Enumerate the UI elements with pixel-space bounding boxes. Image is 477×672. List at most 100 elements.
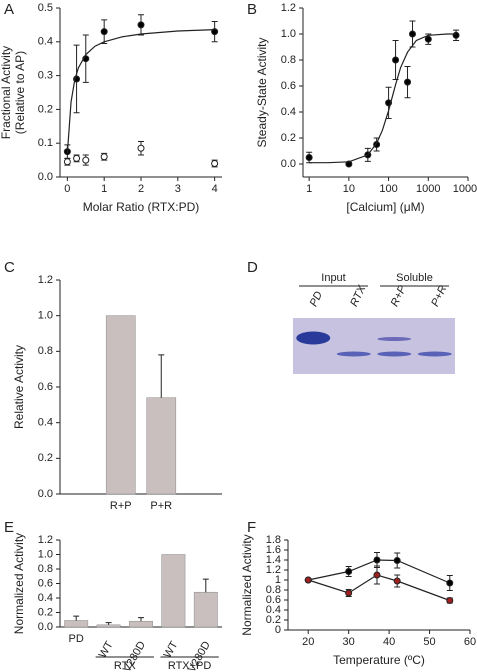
y-tick-label: 0.4 [38,417,53,429]
x-tick-label: 2 [138,183,144,195]
y-tick-label: 1.2 [266,564,281,576]
y-tick-label: 1.2 [38,274,53,286]
x-axis-label: Molar Ratio (RTX:PD) [83,200,199,214]
gel-group-label: Soluble [396,272,433,284]
y-tick-label: 0.1 [38,137,53,149]
y-tick-label: 0.4 [38,36,53,48]
line [308,559,451,584]
x-tick-label: 50 [423,636,435,648]
point [137,144,145,152]
gel-band [417,351,452,357]
point [452,31,460,39]
x-tick-label: 0 [64,183,70,195]
point [345,568,353,575]
gel-band [377,337,412,341]
gel-band [377,351,412,357]
y-tick-label: 0.8 [266,584,281,596]
point [373,556,381,564]
bar [129,620,153,628]
group-label: RTX [114,660,136,672]
x-tick-label: 10 [343,183,355,195]
line [66,29,215,154]
y-tick-label: 1.8 [266,534,281,546]
y-axis-label: Normalized Activity [12,533,26,634]
panel-label: E [4,519,14,536]
gel-image [293,318,455,374]
lane-label: R+P [389,283,409,308]
gel [293,318,455,374]
point [393,577,401,585]
x-tick-label: 1000 [416,183,440,195]
y-tick-label: 0.6 [266,594,281,606]
y-tick-label: 0.4 [281,106,296,118]
point [100,153,108,161]
y-tick-label: 1.4 [266,554,281,566]
x-tick-label: R+P [110,500,132,512]
group-label: RTX+PD [168,660,212,672]
y-tick-label: 0.0 [38,621,53,633]
y-tick-label: 1.0 [281,28,296,40]
bar [146,397,177,495]
line [309,33,457,164]
bar [64,620,89,628]
panel-label: D [247,259,258,276]
gel-band [296,331,331,345]
panel-label: A [4,1,14,18]
lane-label: RTX [348,283,368,308]
y-axis-label: Steady-State Activity [255,37,269,147]
point [305,154,313,161]
x-tick-label: 1 [306,183,312,195]
y-tick-label: 0.8 [38,345,53,357]
y-tick-label: 1.2 [38,534,53,546]
y-tick-label: 1.0 [38,310,53,322]
bar [96,624,121,628]
x-tick-label: 60 [464,636,476,648]
y-tick-label: 1.0 [38,548,53,560]
point [137,21,145,29]
y-tick-label: 0.8 [281,54,296,66]
point [82,156,90,164]
y-axis-label: Relative Activity [12,345,26,429]
x-tick-label: 40 [383,636,395,648]
y-tick-label: 0.0 [38,488,53,500]
y-tick-label: 0.8 [38,563,53,575]
x-tick-label: 10000 [453,183,477,195]
point [304,576,312,584]
y-tick-label: 0.2 [266,614,281,626]
point [392,56,400,64]
x-tick-label: PD [69,633,84,645]
point [63,158,71,166]
x-tick-label: 1 [101,183,107,195]
x-tick-label: 100 [379,183,397,195]
y-tick-label: 0.3 [38,70,53,82]
y-tick-label: 0.2 [38,606,53,618]
y-tick-label: 0.4 [38,592,53,604]
gel-band [336,351,371,357]
error-bar [73,615,80,621]
lane-label: PD [308,290,325,309]
y-tick-label: 0.5 [38,2,53,14]
error-bar [105,622,112,625]
bar [105,315,136,495]
point [345,160,353,168]
x-axis-label: [Calcium] (μM) [346,200,424,214]
y-tick-label: 0.4 [266,604,281,616]
x-axis-label: Temperature (ºC) [333,653,425,667]
point [73,154,81,162]
y-tick-label: 0.2 [38,452,53,464]
x-tick-label: 20 [302,636,314,648]
y-tick-label: 0.2 [38,103,53,115]
error-bar [202,578,209,593]
point [446,579,454,587]
bar [161,554,186,628]
y-tick-label: 1.6 [266,544,281,556]
error-bar [138,617,144,622]
panel-label: C [4,259,15,276]
point [424,35,432,43]
gel-group-label: Input [321,272,345,284]
panel-label: B [247,1,257,18]
point [211,159,219,167]
point [345,589,353,597]
point [408,30,416,38]
